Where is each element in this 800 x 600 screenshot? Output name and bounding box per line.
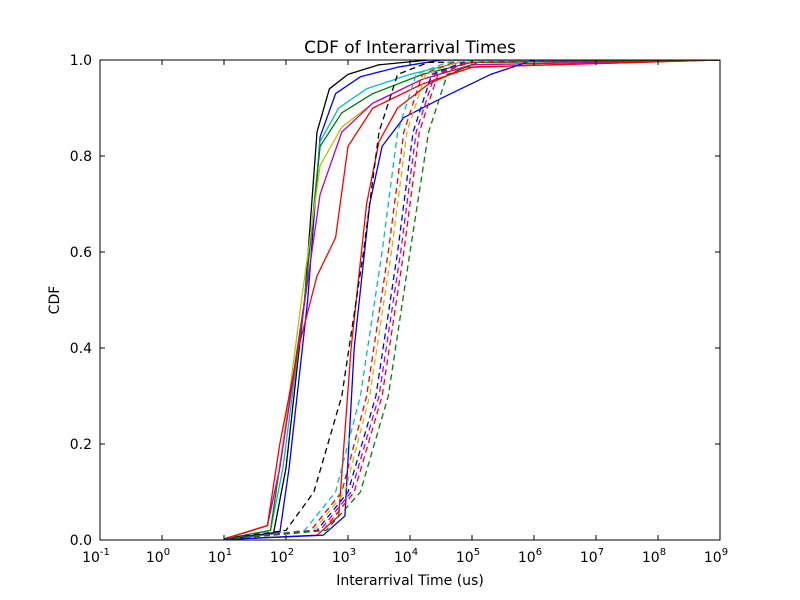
- series-line-5: [223, 60, 720, 540]
- y-tick-label: 0.2: [70, 437, 92, 453]
- plot-frame: [99, 59, 721, 541]
- series-line-13: [223, 60, 720, 540]
- series-line-7: [223, 60, 720, 540]
- series-line-15: [223, 60, 720, 540]
- series-line-11: [223, 60, 720, 540]
- series-line-14: [223, 60, 720, 540]
- x-axis-label: Interarrival Time (us): [336, 573, 484, 589]
- x-tick-label: 100: [146, 547, 170, 566]
- x-tick-label: 102: [270, 547, 294, 566]
- x-tick-label: 103: [332, 547, 356, 566]
- x-tick-label: 101: [208, 547, 232, 566]
- x-tick-label: 108: [642, 547, 666, 566]
- series-line-3: [223, 60, 720, 540]
- chart-title: CDF of Interarrival Times: [304, 38, 516, 58]
- x-tick-label: 104: [394, 547, 418, 566]
- series-line-2: [223, 60, 720, 540]
- series-line-16: [223, 60, 720, 540]
- series-line-1: [223, 60, 720, 540]
- tick-labels: 10-1 100 101 102 103 104 105 106 107 108 109 0.0 0.2…: [70, 53, 728, 566]
- series-line-10: [223, 60, 720, 540]
- series-line-12: [223, 60, 720, 540]
- y-axis-label: CDF: [47, 286, 63, 315]
- series-line-6: [223, 60, 720, 540]
- x-tick-label: 10-1: [82, 547, 110, 566]
- series-line-17: [223, 60, 720, 540]
- axis-ticks: [99, 59, 721, 541]
- x-tick-label: 107: [580, 547, 604, 566]
- y-tick-label: 0.6: [70, 245, 92, 261]
- series-line-8: [223, 60, 720, 540]
- series-line-4: [223, 60, 720, 540]
- y-tick-label: 0.4: [70, 341, 92, 357]
- series-layer: [223, 60, 720, 540]
- x-tick-label: 105: [456, 547, 480, 566]
- y-tick-label: 0.8: [70, 149, 92, 165]
- y-tick-label: 1.0: [70, 53, 92, 69]
- series-line-9: [223, 60, 720, 540]
- x-tick-label: 109: [704, 547, 728, 566]
- y-tick-label: 0.0: [70, 533, 92, 549]
- x-tick-label: 106: [518, 547, 542, 566]
